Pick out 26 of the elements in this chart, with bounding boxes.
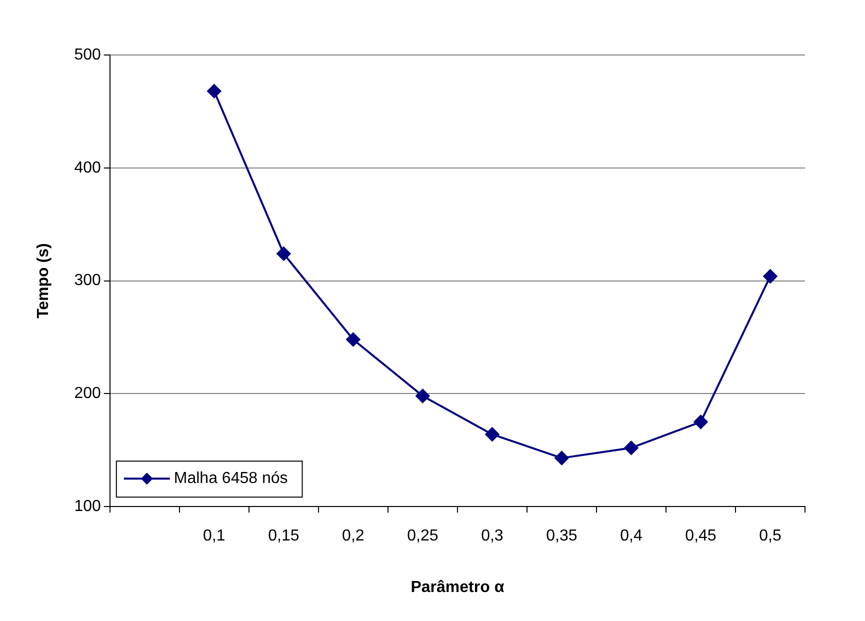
point [207, 84, 222, 98]
point [694, 414, 708, 429]
y-axis-title: Tempo (s) [35, 243, 52, 318]
legend-label: Malha 6458 nós [174, 470, 288, 488]
point [763, 269, 778, 284]
point [346, 332, 360, 347]
x-tick-label: 0,5 [759, 528, 782, 545]
x-tick-label: 0,15 [268, 528, 300, 545]
point [624, 440, 638, 455]
x-tick-label: 0,4 [620, 528, 642, 545]
point [485, 427, 500, 442]
x-tick-label: 0,3 [481, 528, 504, 545]
x-axis-title: Parâmetro α [410, 578, 504, 596]
y-tick-label: 300 [74, 272, 101, 290]
x-tick-label: 0,45 [685, 528, 716, 545]
x-tick-label: 0,2 [342, 528, 364, 545]
y-tick-label: 500 [74, 46, 101, 64]
y-tick-label: 100 [74, 498, 101, 516]
x-tick-label: 0,25 [407, 528, 438, 545]
y-tick-label: 200 [74, 385, 101, 402]
y-tick-label: 400 [74, 159, 101, 176]
point [416, 388, 430, 403]
x-tick-label: 0,35 [546, 528, 578, 545]
x-tick-label: 0,1 [203, 528, 226, 545]
point [554, 451, 569, 466]
point [276, 246, 291, 261]
